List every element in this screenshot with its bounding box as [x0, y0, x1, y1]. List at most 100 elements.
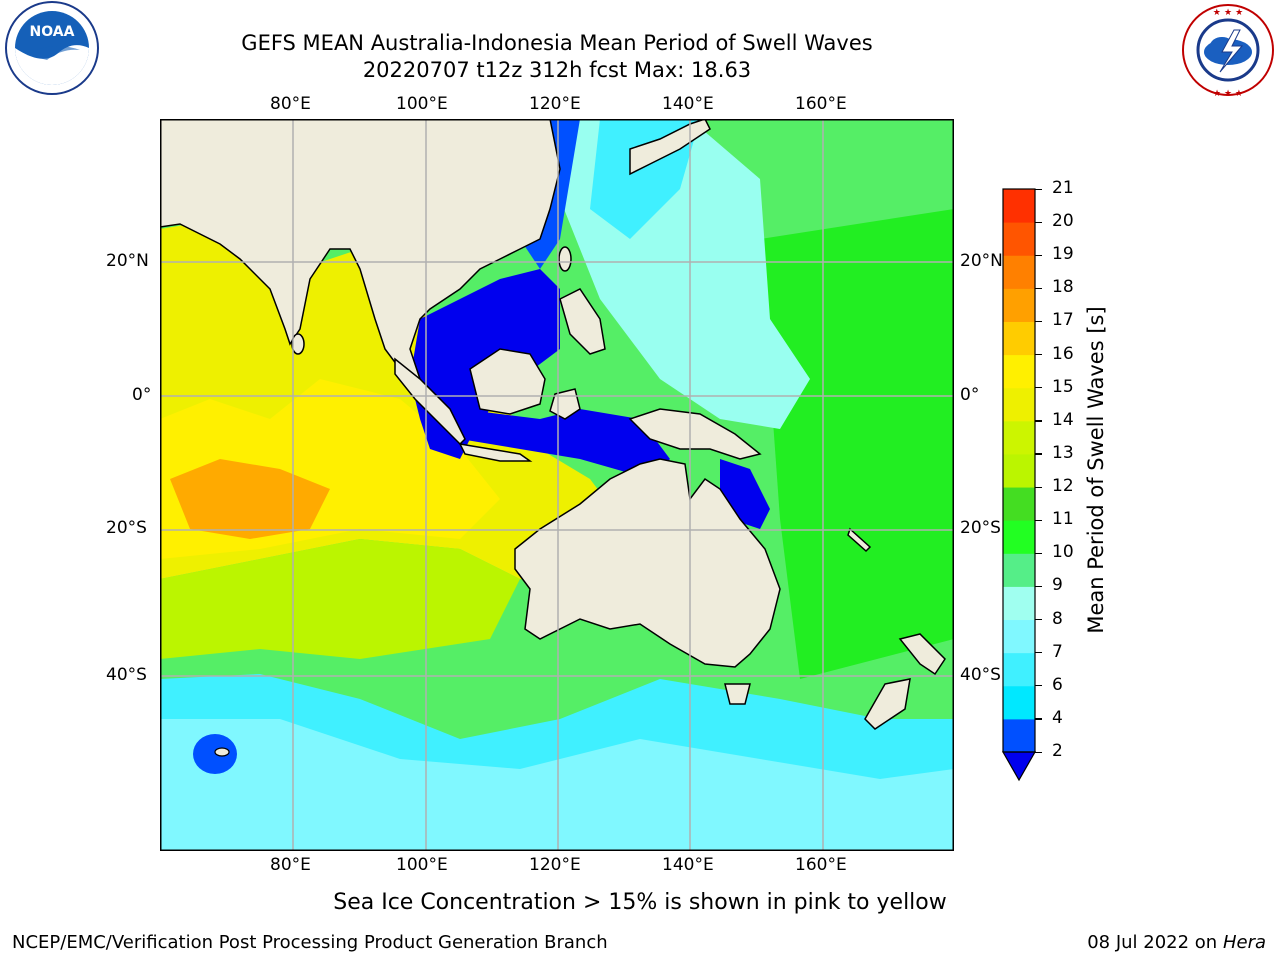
colorbar-tick-mark	[1035, 751, 1042, 753]
colorbar-tick-label: 14	[1052, 409, 1074, 430]
colorbar-tick-label: 20	[1052, 211, 1074, 232]
colorbar-tick-label: 6	[1052, 674, 1063, 695]
colorbar-tick-label: 10	[1052, 542, 1074, 563]
colorbar-tick-mark	[1035, 453, 1042, 455]
lon-label-top: 80°E	[270, 94, 311, 114]
lat-label-left: 20°S	[106, 518, 147, 538]
colorbar-tick-mark	[1035, 320, 1042, 323]
colorbar-segment	[1003, 453, 1035, 488]
lat-label-right: 0°	[960, 385, 980, 405]
lon-label-bottom: 140°E	[662, 855, 714, 875]
colorbar-segment	[1003, 685, 1035, 720]
colorbar-segment	[1003, 288, 1035, 322]
taiwan	[558, 246, 572, 272]
colorbar-tick-mark	[1035, 287, 1042, 290]
lat-label-right: 20°S	[960, 518, 1001, 538]
colorbar-tick-label: 19	[1052, 244, 1074, 265]
chart-title: GEFS MEAN Australia-Indonesia Mean Perio…	[241, 31, 873, 55]
colorbar-tick-mark	[1035, 718, 1042, 720]
colorbar-segment	[1003, 321, 1035, 356]
colorbar	[1001, 188, 1037, 782]
colorbar-tick-mark	[1035, 619, 1042, 621]
colorbar-tick-mark	[1035, 519, 1042, 521]
colorbar-segment	[1003, 487, 1035, 521]
colorbar-tick-label: 2	[1052, 741, 1063, 761]
colorbar-tick-label: 12	[1052, 476, 1074, 497]
colorbar-tick-label: 18	[1052, 277, 1074, 298]
colorbar-tick-mark	[1035, 585, 1042, 588]
colorbar-tick-mark	[1035, 221, 1042, 223]
colorbar-tick-mark	[1035, 652, 1042, 654]
colorbar-segment	[1003, 387, 1035, 422]
high-period-orange-zone	[170, 459, 330, 539]
nws-logo: ★ ★ ★ ★ ★ ★	[1182, 4, 1274, 99]
colorbar-segment	[1003, 718, 1035, 753]
borneo	[469, 348, 546, 415]
new-guinea	[628, 408, 762, 460]
chart-subtitle: 20220707 t12z 312h fcst Max: 18.63	[362, 58, 752, 82]
colorbar-segment	[1003, 553, 1035, 587]
lon-label-bottom: 160°E	[795, 855, 847, 875]
java	[458, 443, 533, 462]
sri-lanka	[291, 333, 305, 355]
colorbar-tick-label: 9	[1052, 575, 1063, 596]
colorbar-tick-mark	[1035, 685, 1042, 687]
new-caledonia	[847, 527, 872, 553]
lon-label-top: 120°E	[529, 94, 581, 114]
java-banda-sea-blue	[460, 409, 670, 479]
footer-date-text: 08 Jul 2022 on	[1087, 932, 1223, 953]
colorbar-tick-mark	[1035, 552, 1042, 554]
colorbar-tick-label: 4	[1052, 707, 1063, 728]
colorbar-segment	[1003, 189, 1035, 223]
colorbar-segment	[1003, 586, 1035, 621]
colorbar-tick-mark	[1035, 254, 1042, 256]
sea-ice-caption: Sea Ice Concentration > 15% is shown in …	[333, 890, 947, 915]
pacific-green-zone	[760, 209, 954, 679]
colorbar-segment	[1003, 420, 1035, 455]
lat-label-left: 0°	[132, 385, 152, 405]
footer-host: Hera	[1222, 932, 1266, 953]
southern-ocean-light-cyan	[160, 719, 954, 851]
colorbar-tick-label: 16	[1052, 343, 1074, 364]
colorbar-frame	[1002, 188, 1036, 753]
lon-label-top: 160°E	[795, 94, 847, 114]
lat-label-left: 20°N	[106, 251, 149, 271]
colorbar-tick-label: 7	[1052, 641, 1063, 662]
lon-label-top: 140°E	[662, 94, 714, 114]
footer-branch: NCEP/EMC/Verification Post Processing Pr…	[12, 932, 608, 953]
graticule	[160, 119, 954, 851]
colorbar-segment	[1003, 520, 1035, 554]
noaa-logo: NOAA	[5, 1, 99, 95]
transition-yellow-green-zone	[160, 539, 520, 659]
colorbar-segment	[1003, 619, 1035, 654]
colorbar-tick-label: 13	[1052, 442, 1074, 463]
colorbar-tick-label: 17	[1052, 310, 1074, 331]
asia-landmass	[160, 119, 561, 391]
colorbar-segment	[1003, 222, 1035, 256]
lat-label-left: 40°S	[106, 665, 147, 685]
noaa-badge: NOAA	[30, 24, 75, 40]
map-frame	[160, 119, 954, 851]
swell-period-map	[160, 119, 954, 851]
colorbar-tick-label: 21	[1052, 178, 1074, 198]
lat-label-right: 40°S	[960, 665, 1001, 685]
colorbar-label: Mean Period of Swell Waves [s]	[1084, 306, 1108, 634]
kerguelen-blue-zone	[193, 734, 237, 774]
colorbar-tick-mark	[1035, 420, 1042, 422]
footer-date: 08 Jul 2022 on Hera	[1087, 932, 1266, 953]
philippines	[559, 288, 606, 355]
lon-label-bottom: 80°E	[270, 855, 311, 875]
lon-label-bottom: 100°E	[396, 855, 448, 875]
colorbar-tick-mark	[1035, 387, 1042, 389]
colorbar-segment	[1003, 354, 1035, 389]
colorbar-tick-label: 11	[1052, 509, 1074, 530]
colorbar-tick-label: 15	[1052, 376, 1074, 397]
lon-label-bottom: 120°E	[529, 855, 581, 875]
svg-text:★ ★ ★: ★ ★ ★	[1213, 8, 1243, 18]
svg-text:★ ★ ★: ★ ★ ★	[1213, 89, 1243, 99]
colorbar-tick-mark	[1035, 486, 1042, 488]
colorbar-tick-label: 8	[1052, 608, 1063, 629]
colorbar-segment	[1003, 255, 1035, 289]
new-zealand-south	[864, 678, 911, 730]
colorbar-tick-mark	[1035, 354, 1042, 356]
